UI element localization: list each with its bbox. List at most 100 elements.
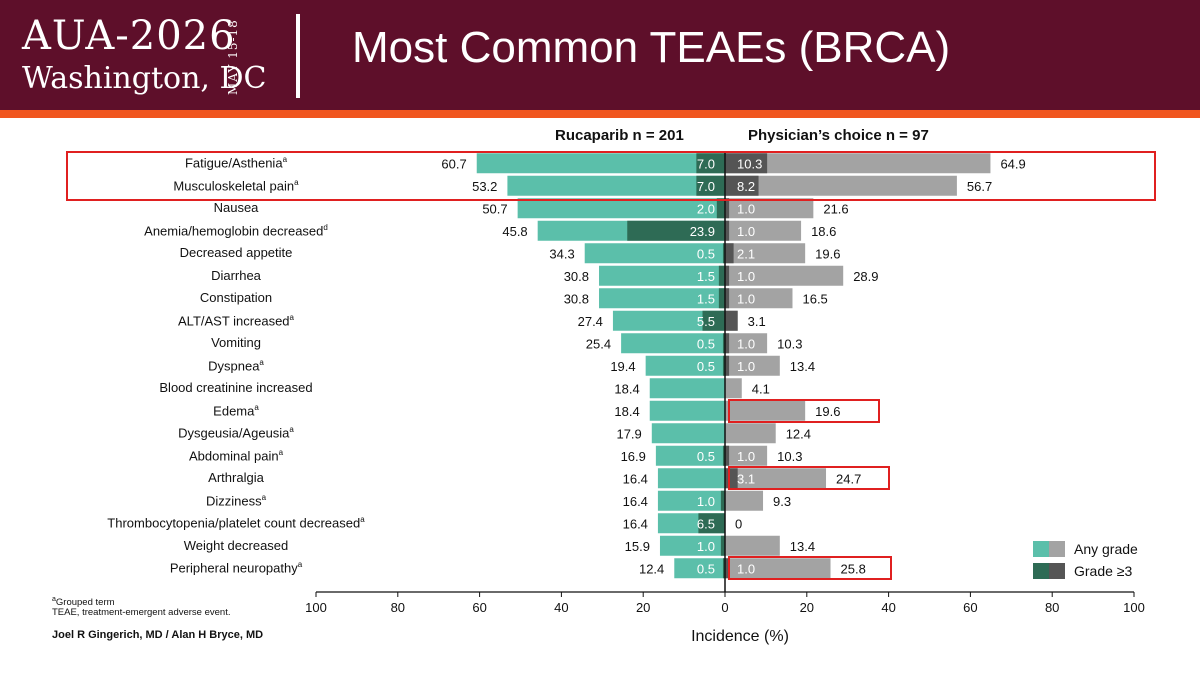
pc-any-bar bbox=[725, 355, 780, 376]
conference-logo: AUA-2026 bbox=[22, 13, 236, 59]
pc-any-bar bbox=[725, 265, 844, 286]
ruca-g3-bar bbox=[722, 333, 725, 354]
pc-any-label: 25.8 bbox=[841, 561, 866, 576]
category-label: Constipation bbox=[199, 290, 273, 306]
pc-g3-label: 1.0 bbox=[737, 336, 755, 351]
ruca-any-bar bbox=[476, 153, 725, 174]
ruca-any-label: 50.7 bbox=[482, 201, 507, 216]
category-label: Dyspneaa bbox=[208, 357, 264, 374]
ruca-g3-label: 7.0 bbox=[697, 156, 715, 171]
pc-any-bar bbox=[725, 558, 831, 579]
ruca-any-label: 27.4 bbox=[578, 314, 603, 329]
footnote-teae: TEAE, treatment-emergent adverse event. bbox=[52, 607, 231, 618]
category-label: Vomiting bbox=[211, 335, 261, 351]
category-label: Fatigue/Astheniaa bbox=[184, 155, 288, 171]
ruca-g3-bar bbox=[698, 513, 725, 534]
ruca-any-bar bbox=[649, 400, 725, 421]
ruca-any-label: 34.3 bbox=[549, 246, 574, 261]
ruca-any-label: 16.9 bbox=[621, 449, 646, 464]
pc-g3-label: 1.0 bbox=[737, 449, 755, 464]
pc-any-label: 28.9 bbox=[853, 269, 878, 284]
pc-any-label: 24.7 bbox=[836, 471, 861, 486]
pc-g3-bar bbox=[725, 220, 730, 241]
ruca-any-label: 19.4 bbox=[610, 359, 635, 374]
pc-g3-label: 1.0 bbox=[737, 269, 755, 284]
category-label: Musculoskeletal paina bbox=[173, 177, 299, 194]
pc-any-bar bbox=[725, 333, 768, 354]
pc-any-label: 4.1 bbox=[752, 381, 770, 396]
pc-g3-label: 1.0 bbox=[737, 359, 755, 374]
category-label: Blood creatinine increased bbox=[159, 380, 313, 396]
pc-g3-label: 1.0 bbox=[737, 201, 755, 216]
ruca-any-bar bbox=[599, 288, 725, 309]
x-tick-label: 40 bbox=[881, 600, 895, 615]
ruca-any-bar bbox=[584, 243, 725, 264]
ruca-any-label: 30.8 bbox=[564, 269, 589, 284]
ruca-g3-label: 1.0 bbox=[697, 539, 715, 554]
pc-any-label: 10.3 bbox=[777, 449, 802, 464]
x-tick-label: 100 bbox=[305, 600, 327, 615]
pc-any-bar bbox=[725, 490, 764, 511]
pc-g3-label: 3.1 bbox=[737, 471, 755, 486]
pc-any-bar bbox=[725, 423, 776, 444]
category-label: Nausea bbox=[213, 200, 259, 216]
x-tick-label: 80 bbox=[391, 600, 405, 615]
pc-any-label: 12.4 bbox=[786, 426, 811, 441]
ruca-any-bar bbox=[517, 198, 725, 219]
right-panel-title: Physician’s choice n = 97 bbox=[748, 127, 929, 144]
x-tick-label: 60 bbox=[963, 600, 977, 615]
header-bar bbox=[0, 0, 1200, 110]
ruca-any-label: 53.2 bbox=[472, 179, 497, 194]
ruca-any-bar bbox=[651, 423, 725, 444]
category-label: Diarrhea bbox=[211, 267, 261, 283]
highlight-box-edema bbox=[728, 398, 880, 423]
ruca-g3-label: 6.5 bbox=[697, 516, 715, 531]
pc-g3-label: 2.1 bbox=[737, 246, 755, 261]
pc-any-label: 10.3 bbox=[777, 336, 802, 351]
category-label: Dizzinessa bbox=[205, 492, 267, 509]
x-tick-label: 60 bbox=[472, 600, 486, 615]
pc-any-label: 13.4 bbox=[790, 539, 815, 554]
x-axis-title: Incidence (%) bbox=[691, 628, 789, 645]
x-tick-label: 0 bbox=[721, 600, 728, 615]
ruca-any-label: 30.8 bbox=[564, 291, 589, 306]
legend-swatch-any-gray bbox=[1049, 541, 1065, 557]
ruca-g3-label: 1.0 bbox=[697, 494, 715, 509]
ruca-any-label: 18.4 bbox=[614, 381, 639, 396]
ruca-g3-bar bbox=[718, 265, 725, 286]
category-label: Peripheral neuropathya bbox=[169, 560, 303, 576]
pc-g3-bar bbox=[725, 175, 759, 196]
ruca-g3-bar bbox=[722, 243, 725, 264]
pc-g3-bar bbox=[725, 288, 730, 309]
ruca-any-bar bbox=[655, 445, 725, 466]
pc-g3-bar bbox=[725, 243, 734, 264]
authors: Joel R Gingerich, MD / Alan H Bryce, MD bbox=[52, 629, 264, 641]
category-label: Abdominal paina bbox=[188, 447, 284, 464]
accent-stripe bbox=[0, 110, 1200, 118]
ruca-any-label: 16.4 bbox=[623, 516, 648, 531]
left-panel-title: Rucaparib n = 201 bbox=[555, 127, 684, 144]
footnote-grouped: aGrouped term bbox=[52, 596, 115, 609]
pc-any-bar bbox=[725, 535, 780, 556]
ruca-any-label: 12.4 bbox=[639, 561, 664, 576]
ruca-g3-label: 1.5 bbox=[697, 269, 715, 284]
ruca-any-label: 15.9 bbox=[625, 539, 650, 554]
category-label: Decreased appetite bbox=[179, 245, 293, 261]
pc-any-label: 13.4 bbox=[790, 359, 815, 374]
category-label: Dysgeusia/Ageusiaa bbox=[178, 425, 294, 441]
legend-swatch-g3-teal bbox=[1033, 563, 1049, 579]
ruca-any-bar bbox=[674, 558, 725, 579]
pc-any-bar bbox=[725, 445, 768, 466]
ruca-g3-bar bbox=[696, 153, 725, 174]
ruca-any-bar bbox=[599, 265, 725, 286]
pc-g3-label: 1.0 bbox=[737, 291, 755, 306]
slide-title: Most Common TEAEs (BRCA) bbox=[352, 23, 951, 72]
ruca-g3-label: 0.5 bbox=[697, 336, 715, 351]
pc-g3-label: 1.0 bbox=[737, 561, 755, 576]
ruca-g3-label: 2.0 bbox=[697, 201, 715, 216]
pc-any-label: 9.3 bbox=[773, 494, 791, 509]
ruca-g3-bar bbox=[702, 310, 725, 331]
pc-any-bar bbox=[725, 153, 991, 174]
ruca-any-bar bbox=[612, 310, 725, 331]
